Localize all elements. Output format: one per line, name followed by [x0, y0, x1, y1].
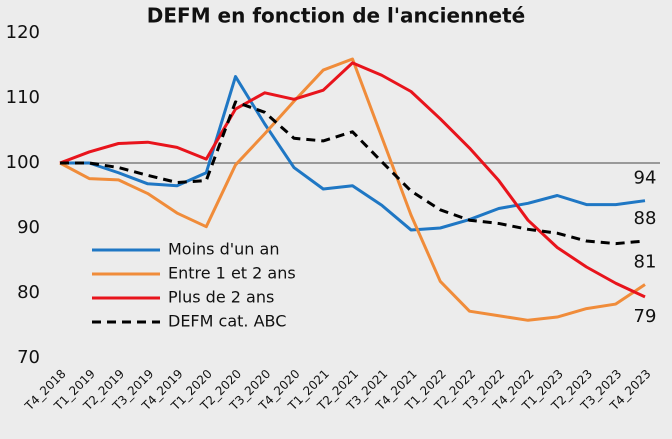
legend-label: DEFM cat. ABC [168, 312, 286, 331]
y-tick-label: 120 [6, 22, 40, 43]
data-label: 79 [634, 306, 657, 327]
legend-label: Moins d'un an [168, 240, 279, 259]
legend-label: Plus de 2 ans [168, 288, 274, 307]
y-tick-label: 110 [6, 87, 40, 108]
series-line [60, 75, 646, 232]
data-label: 94 [634, 168, 657, 189]
y-tick-label: 70 [17, 347, 40, 368]
legend-label: Entre 1 et 2 ans [168, 264, 296, 283]
data-label: 81 [634, 252, 657, 273]
data-label: 88 [634, 208, 657, 229]
chart-title: DEFM en fonction de l'ancienneté [147, 4, 525, 28]
y-tick-label: 80 [17, 282, 40, 303]
series-line [59, 57, 646, 322]
y-tick-label: 100 [6, 152, 40, 173]
series-line [60, 100, 646, 246]
y-tick-label: 90 [17, 217, 40, 238]
series-line [59, 61, 646, 299]
